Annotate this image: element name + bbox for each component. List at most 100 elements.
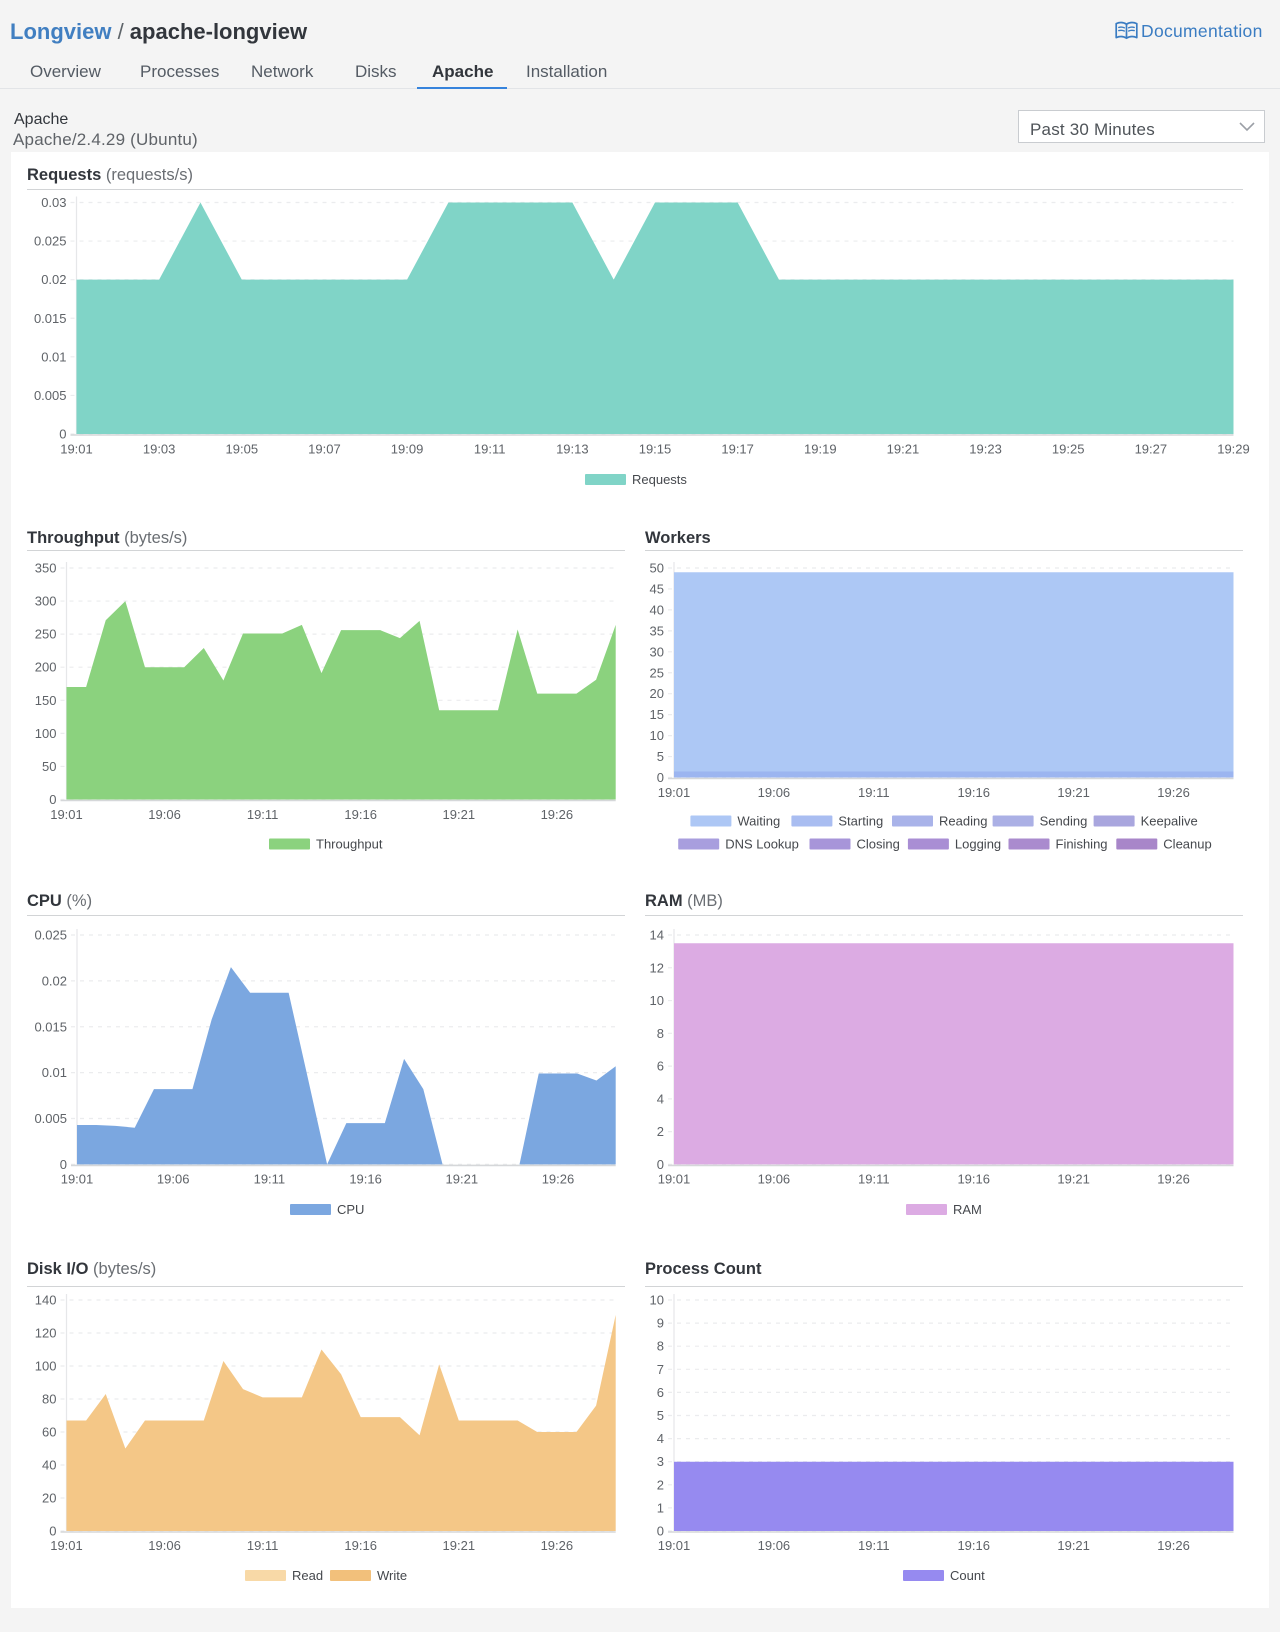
svg-text:19:03: 19:03 (143, 442, 176, 457)
svg-text:19:27: 19:27 (1135, 442, 1168, 457)
svg-text:100: 100 (35, 1359, 57, 1374)
svg-text:35: 35 (650, 623, 664, 638)
svg-text:0.015: 0.015 (34, 311, 67, 326)
svg-text:120: 120 (35, 1326, 57, 1341)
svg-text:4: 4 (657, 1091, 664, 1106)
svg-text:1: 1 (657, 1500, 664, 1515)
svg-text:30: 30 (650, 644, 664, 659)
svg-text:19:26: 19:26 (1157, 785, 1190, 800)
svg-text:19:15: 19:15 (639, 442, 672, 457)
svg-text:12: 12 (650, 960, 664, 975)
svg-text:Count: Count (950, 1568, 985, 1583)
svg-text:15: 15 (650, 707, 664, 722)
svg-text:19:16: 19:16 (349, 1172, 382, 1187)
svg-text:8: 8 (657, 1026, 664, 1041)
svg-text:19:26: 19:26 (541, 1538, 574, 1553)
svg-text:9: 9 (657, 1316, 664, 1331)
svg-text:19:16: 19:16 (344, 1538, 377, 1553)
svg-text:0.02: 0.02 (41, 272, 66, 287)
svg-text:5: 5 (657, 749, 664, 764)
svg-text:Cleanup: Cleanup (1163, 837, 1211, 852)
svg-text:300: 300 (35, 594, 57, 609)
svg-text:19:01: 19:01 (50, 1538, 83, 1553)
svg-text:Reading: Reading (939, 814, 987, 829)
svg-text:Sending: Sending (1040, 814, 1088, 829)
svg-text:0.025: 0.025 (34, 928, 67, 943)
svg-text:Logging: Logging (955, 837, 1001, 852)
svg-text:19:11: 19:11 (858, 1538, 890, 1553)
svg-text:19:21: 19:21 (1057, 785, 1090, 800)
svg-text:0: 0 (59, 427, 66, 442)
svg-text:19:05: 19:05 (226, 442, 259, 457)
svg-text:19:26: 19:26 (1157, 1172, 1190, 1187)
svg-text:250: 250 (35, 627, 57, 642)
svg-text:Starting: Starting (838, 814, 883, 829)
svg-text:0: 0 (49, 1524, 56, 1539)
svg-text:0: 0 (657, 770, 664, 785)
svg-text:40: 40 (650, 602, 664, 617)
svg-text:2: 2 (657, 1124, 664, 1139)
svg-text:0.005: 0.005 (34, 1111, 67, 1126)
svg-text:19:06: 19:06 (758, 785, 791, 800)
svg-text:19:01: 19:01 (50, 807, 83, 822)
svg-text:19:11: 19:11 (474, 442, 506, 457)
svg-text:19:11: 19:11 (858, 1172, 890, 1187)
svg-text:19:23: 19:23 (969, 442, 1002, 457)
svg-text:3: 3 (657, 1454, 664, 1469)
svg-text:50: 50 (650, 561, 664, 576)
svg-text:0: 0 (60, 1157, 67, 1172)
svg-text:40: 40 (42, 1458, 56, 1473)
svg-text:Waiting: Waiting (737, 814, 780, 829)
svg-text:19:21: 19:21 (443, 807, 476, 822)
svg-text:5: 5 (657, 1408, 664, 1423)
svg-text:0.01: 0.01 (41, 349, 66, 364)
svg-text:100: 100 (35, 726, 57, 741)
svg-text:19:17: 19:17 (721, 442, 754, 457)
svg-text:19:26: 19:26 (1157, 1538, 1190, 1553)
svg-text:19:16: 19:16 (344, 807, 377, 822)
svg-text:200: 200 (35, 660, 57, 675)
svg-text:19:21: 19:21 (1057, 1172, 1090, 1187)
svg-text:8: 8 (657, 1339, 664, 1354)
svg-text:150: 150 (35, 693, 57, 708)
svg-text:Read: Read (292, 1568, 323, 1583)
svg-text:20: 20 (650, 686, 664, 701)
svg-text:10: 10 (650, 728, 664, 743)
svg-text:10: 10 (650, 1293, 664, 1308)
svg-text:0.03: 0.03 (41, 195, 66, 210)
svg-text:350: 350 (35, 561, 57, 576)
svg-text:14: 14 (650, 928, 664, 943)
svg-text:19:21: 19:21 (443, 1538, 476, 1553)
svg-text:0: 0 (657, 1157, 664, 1172)
svg-text:45: 45 (650, 581, 664, 596)
svg-text:10: 10 (650, 993, 664, 1008)
svg-text:19:11: 19:11 (254, 1172, 286, 1187)
svg-text:0.015: 0.015 (34, 1019, 67, 1034)
svg-text:19:16: 19:16 (957, 1172, 990, 1187)
svg-text:DNS Lookup: DNS Lookup (725, 837, 799, 852)
svg-text:19:01: 19:01 (61, 1172, 94, 1187)
svg-text:0.01: 0.01 (42, 1065, 67, 1080)
svg-text:19:11: 19:11 (247, 1538, 279, 1553)
svg-text:19:13: 19:13 (556, 442, 589, 457)
svg-text:2: 2 (657, 1477, 664, 1492)
svg-text:19:06: 19:06 (758, 1172, 791, 1187)
svg-text:19:21: 19:21 (446, 1172, 479, 1187)
svg-text:60: 60 (42, 1425, 56, 1440)
svg-text:19:01: 19:01 (658, 1172, 691, 1187)
svg-text:19:16: 19:16 (957, 785, 990, 800)
svg-text:19:25: 19:25 (1052, 442, 1085, 457)
svg-text:19:06: 19:06 (148, 1538, 181, 1553)
svg-text:CPU: CPU (337, 1202, 364, 1217)
svg-text:19:11: 19:11 (858, 785, 890, 800)
svg-text:0.02: 0.02 (42, 973, 67, 988)
svg-text:80: 80 (42, 1392, 56, 1407)
svg-text:0: 0 (657, 1524, 664, 1539)
svg-text:6: 6 (657, 1385, 664, 1400)
svg-text:Write: Write (377, 1568, 407, 1583)
svg-text:19:21: 19:21 (1057, 1538, 1090, 1553)
svg-text:6: 6 (657, 1059, 664, 1074)
svg-text:Finishing: Finishing (1056, 837, 1108, 852)
svg-text:50: 50 (42, 759, 56, 774)
svg-text:19:07: 19:07 (308, 442, 341, 457)
